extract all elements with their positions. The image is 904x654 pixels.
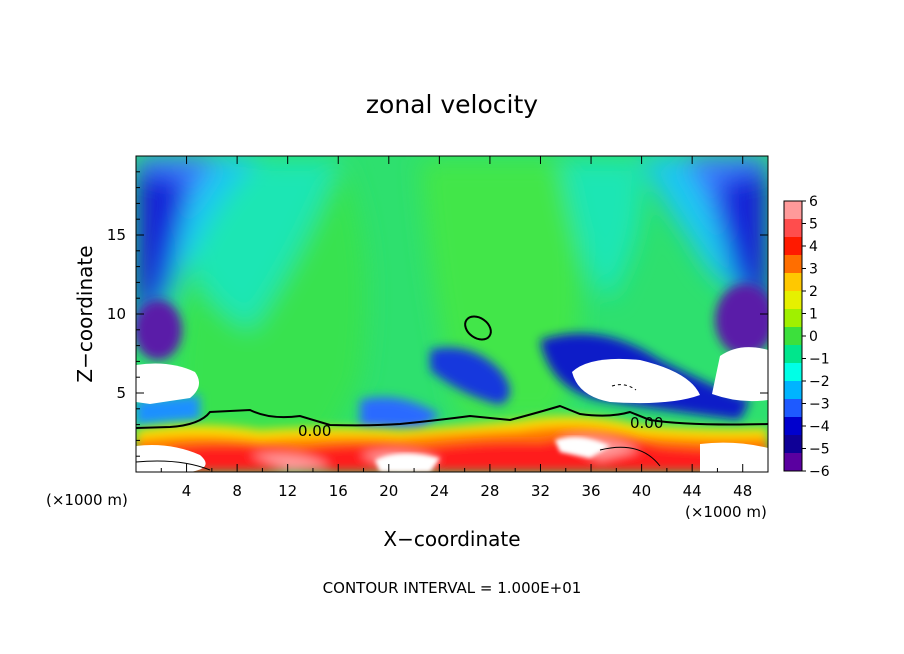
zero-contour — [136, 404, 768, 429]
colorbar-swatch — [784, 309, 802, 328]
heatmap-field — [136, 156, 768, 472]
x-tick-label: 8 — [232, 482, 242, 500]
colorbar-label: 6 — [809, 194, 818, 210]
masked-region — [136, 363, 199, 404]
colorbar-swatch — [784, 273, 802, 292]
x-tick-label: 40 — [632, 482, 651, 500]
contour-interval-footer: CONTOUR INTERVAL = 1.000E+01 — [323, 579, 582, 597]
colorbar-swatch — [784, 219, 802, 238]
y-tick-label: 5 — [116, 384, 126, 402]
x-axis: 4 8 12 16 20 24 28 32 36 40 44 48 — [160, 156, 752, 500]
colorbar-swatch — [784, 399, 802, 418]
colorbar-swatch — [784, 237, 802, 256]
x-tick-label: 16 — [329, 482, 348, 500]
colorbar-label: 3 — [809, 262, 818, 278]
x-tick-label: 12 — [278, 482, 297, 500]
x-tick-label: 32 — [531, 482, 550, 500]
x-tick-label: 28 — [480, 482, 499, 500]
colorbar-label: −4 — [809, 419, 830, 435]
colorbar-label: −1 — [809, 352, 830, 368]
colorbar-swatch — [784, 363, 802, 382]
colorbar-label: −2 — [809, 374, 830, 390]
colorbar-label: −3 — [809, 397, 830, 413]
z-unit-label: (×1000 m) — [46, 491, 128, 509]
colorbar-swatch — [784, 255, 802, 274]
colorbar-swatch — [784, 417, 802, 436]
x-axis-label: X−coordinate — [383, 527, 520, 551]
colorbar-label: 2 — [809, 284, 818, 300]
x-unit-label: (×1000 m) — [685, 503, 767, 521]
x-tick-label: 20 — [379, 482, 398, 500]
y-axis: 5 10 15 — [107, 171, 768, 457]
colorbar-swatch — [784, 327, 802, 346]
contour-label: 0.00 — [630, 414, 663, 432]
colorbar: 6 5 4 3 2 1 0 −1 −2 −3 −4 −5 −6 — [783, 194, 830, 480]
contour-label: 0.00 — [298, 422, 331, 440]
y-tick-label: 15 — [107, 226, 126, 244]
colorbar-label: 5 — [809, 217, 818, 233]
colorbar-swatch — [784, 381, 802, 400]
y-tick-label: 10 — [107, 305, 126, 323]
colorbar-label: −5 — [809, 442, 830, 458]
colorbar-swatch — [784, 291, 802, 310]
colorbar-swatch — [784, 453, 802, 472]
x-tick-label: 24 — [430, 482, 449, 500]
chart-title: zonal velocity — [366, 90, 538, 119]
y-axis-label: Z−coordinate — [73, 245, 97, 382]
colorbar-swatch — [784, 201, 802, 220]
colorbar-swatch — [784, 435, 802, 454]
colorbar-label: 4 — [809, 239, 818, 255]
colorbar-label: −6 — [809, 464, 830, 480]
colorbar-swatch — [784, 345, 802, 364]
x-tick-label: 36 — [581, 482, 600, 500]
x-tick-label: 44 — [683, 482, 702, 500]
x-tick-label: 48 — [733, 482, 752, 500]
colorbar-label: 1 — [809, 307, 818, 323]
x-tick-label: 4 — [182, 482, 192, 500]
colorbar-label: 0 — [809, 329, 818, 345]
